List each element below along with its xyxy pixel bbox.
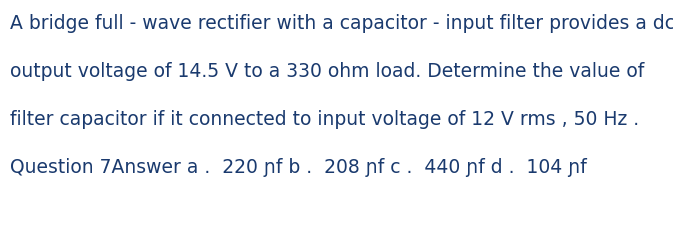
Text: output voltage of 14.5 V to a 330 ohm load. Determine the value of: output voltage of 14.5 V to a 330 ohm lo… (10, 62, 644, 81)
Text: Question 7Answer a .  220 ɲf b .  208 ɲf c .  440 ɲf d .  104 ɲf: Question 7Answer a . 220 ɲf b . 208 ɲf c… (10, 158, 587, 177)
Text: A bridge full - wave rectifier with a capacitor - input filter provides a dc: A bridge full - wave rectifier with a ca… (10, 14, 673, 33)
Text: filter capacitor if it connected to input voltage of 12 V rms , 50 Hz .: filter capacitor if it connected to inpu… (10, 110, 639, 129)
